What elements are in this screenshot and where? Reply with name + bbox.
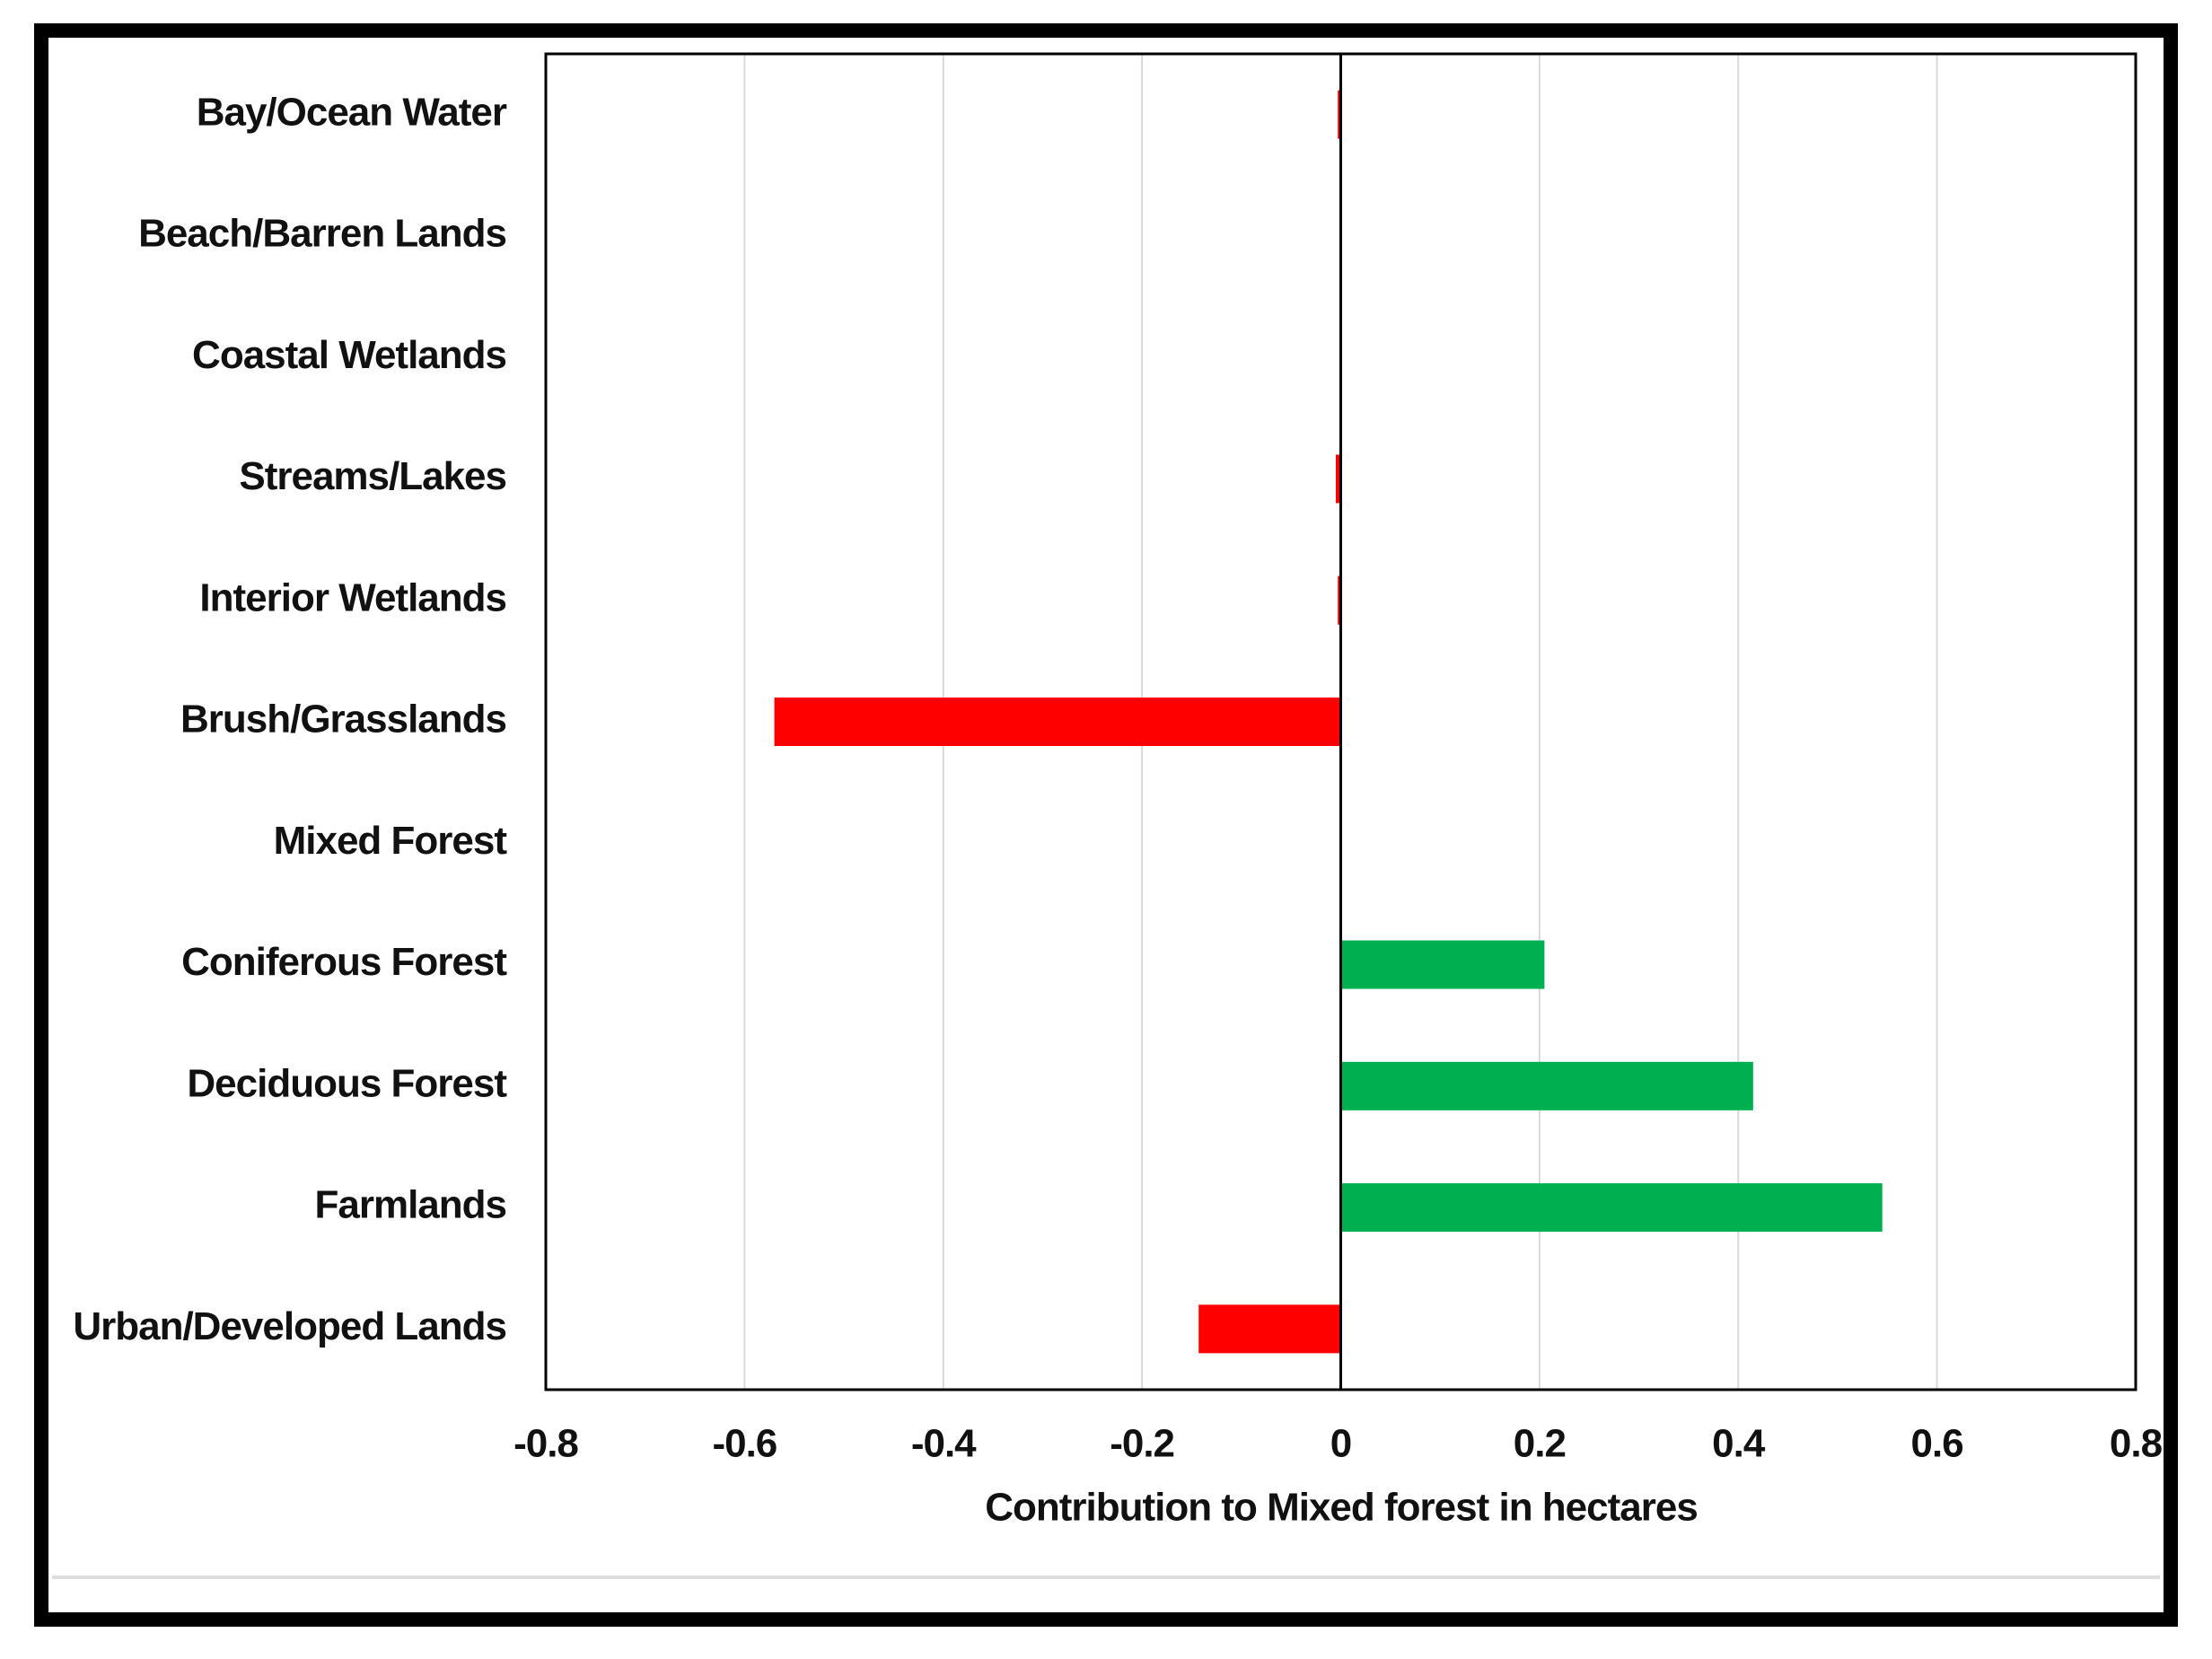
x-axis-title: Contribution to Mixed forest in hectares <box>985 1486 1698 1530</box>
x-tick-label: 0.6 <box>1911 1422 1963 1466</box>
y-tick-label: Bay/Ocean Water <box>197 90 507 134</box>
y-tick-label: Farmlands <box>314 1183 506 1227</box>
x-tick-label: 0.2 <box>1514 1422 1566 1466</box>
x-tick-label: -0.8 <box>514 1422 578 1466</box>
bar <box>774 698 1341 746</box>
x-tick-label: 0.8 <box>2110 1422 2163 1466</box>
bars <box>774 90 1883 1354</box>
bar <box>1335 454 1341 504</box>
frame <box>34 23 2178 1627</box>
bar <box>1340 1183 1883 1233</box>
y-tick-label: Coniferous Forest <box>181 940 507 984</box>
bar <box>1338 575 1341 625</box>
bar <box>1340 940 1545 989</box>
y-tick-label: Urban/Developed Lands <box>73 1304 506 1348</box>
x-tick-label: 0 <box>1330 1422 1351 1466</box>
bar <box>1338 90 1341 139</box>
x-tick-label: -0.2 <box>1110 1422 1174 1466</box>
y-tick-label: Mixed Forest <box>274 819 508 863</box>
y-tick-label: Beach/Barren Lands <box>138 212 506 256</box>
y-tick-label: Brush/Grasslands <box>180 698 506 742</box>
y-tick-label: Interior Wetlands <box>199 575 506 619</box>
bar <box>1340 1061 1753 1110</box>
x-tick-label: 0.4 <box>1712 1422 1766 1466</box>
x-tick-label: -0.6 <box>712 1422 777 1466</box>
y-tick-label: Coastal Wetlands <box>192 333 506 377</box>
y-tick-label: Streams/Lakes <box>239 454 506 498</box>
bar <box>1198 1304 1341 1354</box>
y-tick-label: Deciduous Forest <box>187 1061 507 1105</box>
x-tick-label: -0.4 <box>911 1422 977 1466</box>
